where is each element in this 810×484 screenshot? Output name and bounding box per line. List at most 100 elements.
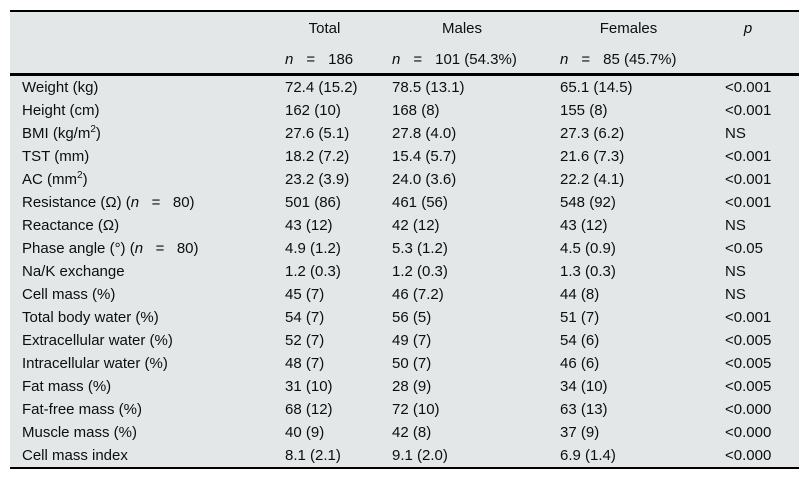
cell-total: 1.2 (0.3) [285,263,341,280]
table-row: Phase angle (°) (n = 80) 4.9 (1.2) 5.3 (1.… [10,237,799,260]
row-label: Fat mass (%) [22,378,112,395]
header-n-row: n = 186 n = 101 (54.3%) n = 85 (45.7%) [10,45,799,73]
row-label: AC (mm2) [22,170,88,188]
cell-males: 24.0 (3.6) [392,171,457,188]
cell-males: 5.3 (1.2) [392,240,448,257]
cell-p: <0.005 [725,332,772,349]
row-label: Height (cm) [22,102,100,119]
table-row: Cell mass (%) 45 (7) 46 (7.2) 44 (8) NS [10,283,799,306]
cell-total: 54 (7) [285,309,325,326]
row-label: Intracellular water (%) [22,355,168,372]
cell-males: 27.8 (4.0) [392,125,457,142]
top-rule [10,10,799,12]
cell-p: <0.000 [725,401,772,418]
row-label: Reactance (Ω) [22,217,120,234]
table-row: Resistance (Ω) (n = 80) 501 (86) 461 (56) 5… [10,191,799,214]
cell-p: <0.001 [725,102,772,119]
cell-p: <0.001 [725,309,772,326]
cell-p: <0.005 [725,378,772,395]
table-row: Fat-free mass (%) 68 (12) 72 (10) 63 (13) <0… [10,398,799,421]
cell-females: 34 (10) [560,378,608,395]
table-row: Extracellular water (%) 52 (7) 49 (7) 54 (6… [10,329,799,352]
cell-males: 28 (9) [392,378,432,395]
cell-total: 501 (86) [285,194,341,211]
cell-p: NS [725,217,746,234]
cell-total: 162 (10) [285,102,341,119]
cell-p: <0.05 [725,240,763,257]
header-separator-rule [10,73,799,76]
cell-males: 15.4 (5.7) [392,148,457,165]
header-n-cell-1: n = 101 (54.3%) [392,50,517,68]
cell-p: NS [725,263,746,280]
cell-males: 78.5 (13.1) [392,79,465,96]
table-body: Weight (kg) 72.4 (15.2) 78.5 (13.1) 65.1 (1… [10,76,799,467]
table-row: Cell mass index 8.1 (2.1) 9.1 (2.0) 6.9 (1.… [10,444,799,467]
row-label: Muscle mass (%) [22,424,138,441]
bottom-rule [10,467,799,469]
table-row: TST (mm) 18.2 (7.2) 15.4 (5.7) 21.6 (7.3) <0… [10,145,799,168]
cell-total: 4.9 (1.2) [285,240,341,257]
cell-females: 46 (6) [560,355,600,372]
row-label: Cell mass index [22,447,128,464]
cell-males: 50 (7) [392,355,432,372]
table-row: Weight (kg) 72.4 (15.2) 78.5 (13.1) 65.1 (1… [10,76,799,99]
cell-females: 51 (7) [560,309,600,326]
cell-p: <0.005 [725,355,772,372]
cell-total: 23.2 (3.9) [285,171,350,188]
cell-males: 56 (5) [392,309,432,326]
statistics-table: Total Males Females p n = 186 n = 101 (54.3%… [10,10,799,469]
cell-total: 18.2 (7.2) [285,148,350,165]
table-row: Intracellular water (%) 48 (7) 50 (7) 46 (6… [10,352,799,375]
column-header-males: Males [441,20,482,37]
cell-males: 42 (8) [392,424,432,441]
cell-females: 27.3 (6.2) [560,125,625,142]
table-header: Total Males Females p n = 186 n = 101 (54.3%… [10,12,799,73]
cell-females: 6.9 (1.4) [560,447,616,464]
table-row: BMI (kg/m2) 27.6 (5.1) 27.8 (4.0) 27.3 (6.2… [10,122,799,145]
cell-p: <0.001 [725,148,772,165]
cell-total: 43 (12) [285,217,333,234]
cell-females: 65.1 (14.5) [560,79,633,96]
cell-males: 9.1 (2.0) [392,447,448,464]
cell-females: 155 (8) [560,102,608,119]
header-title-row: Total Males Females p [10,12,799,45]
cell-females: 1.3 (0.3) [560,263,616,280]
row-label: Fat-free mass (%) [22,401,143,418]
cell-total: 52 (7) [285,332,325,349]
row-label: Resistance (Ω) (n = 80) [22,194,195,211]
cell-females: 548 (92) [560,194,616,211]
table-row: Reactance (Ω) 43 (12) 42 (12) 43 (12) NS [10,214,799,237]
table-row: Muscle mass (%) 40 (9) 42 (8) 37 (9) <0.000 [10,421,799,444]
cell-total: 45 (7) [285,286,325,303]
row-label: TST (mm) [22,148,90,165]
column-header-females: Females [599,20,658,37]
header-n-cell-0: n = 186 [285,50,354,68]
table-row: Height (cm) 162 (10) 168 (8) 155 (8) <0.001 [10,99,799,122]
cell-total: 40 (9) [285,424,325,441]
cell-p: <0.001 [725,79,772,96]
row-label: Cell mass (%) [22,286,116,303]
cell-males: 168 (8) [392,102,440,119]
cell-total: 31 (10) [285,378,333,395]
cell-males: 49 (7) [392,332,432,349]
table-row: Fat mass (%) 31 (10) 28 (9) 34 (10) <0.005 [10,375,799,398]
cell-females: 37 (9) [560,424,600,441]
cell-p: NS [725,125,746,142]
cell-p: NS [725,286,746,303]
row-label: BMI (kg/m2) [22,124,101,142]
cell-females: 21.6 (7.3) [560,148,625,165]
cell-total: 68 (12) [285,401,333,418]
cell-males: 1.2 (0.3) [392,263,448,280]
cell-males: 461 (56) [392,194,448,211]
column-header-p: p [743,20,753,37]
row-label: Weight (kg) [22,79,99,96]
column-header-total: Total [308,20,341,37]
cell-males: 72 (10) [392,401,440,418]
table-row: Na/K exchange 1.2 (0.3) 1.2 (0.3) 1.3 (0.3)… [10,260,799,283]
table-row: AC (mm2) 23.2 (3.9) 24.0 (3.6) 22.2 (4.1) <0… [10,168,799,191]
cell-total: 72.4 (15.2) [285,79,358,96]
cell-females: 4.5 (0.9) [560,240,616,257]
cell-females: 43 (12) [560,217,608,234]
cell-p: <0.001 [725,171,772,188]
row-label: Extracellular water (%) [22,332,173,349]
